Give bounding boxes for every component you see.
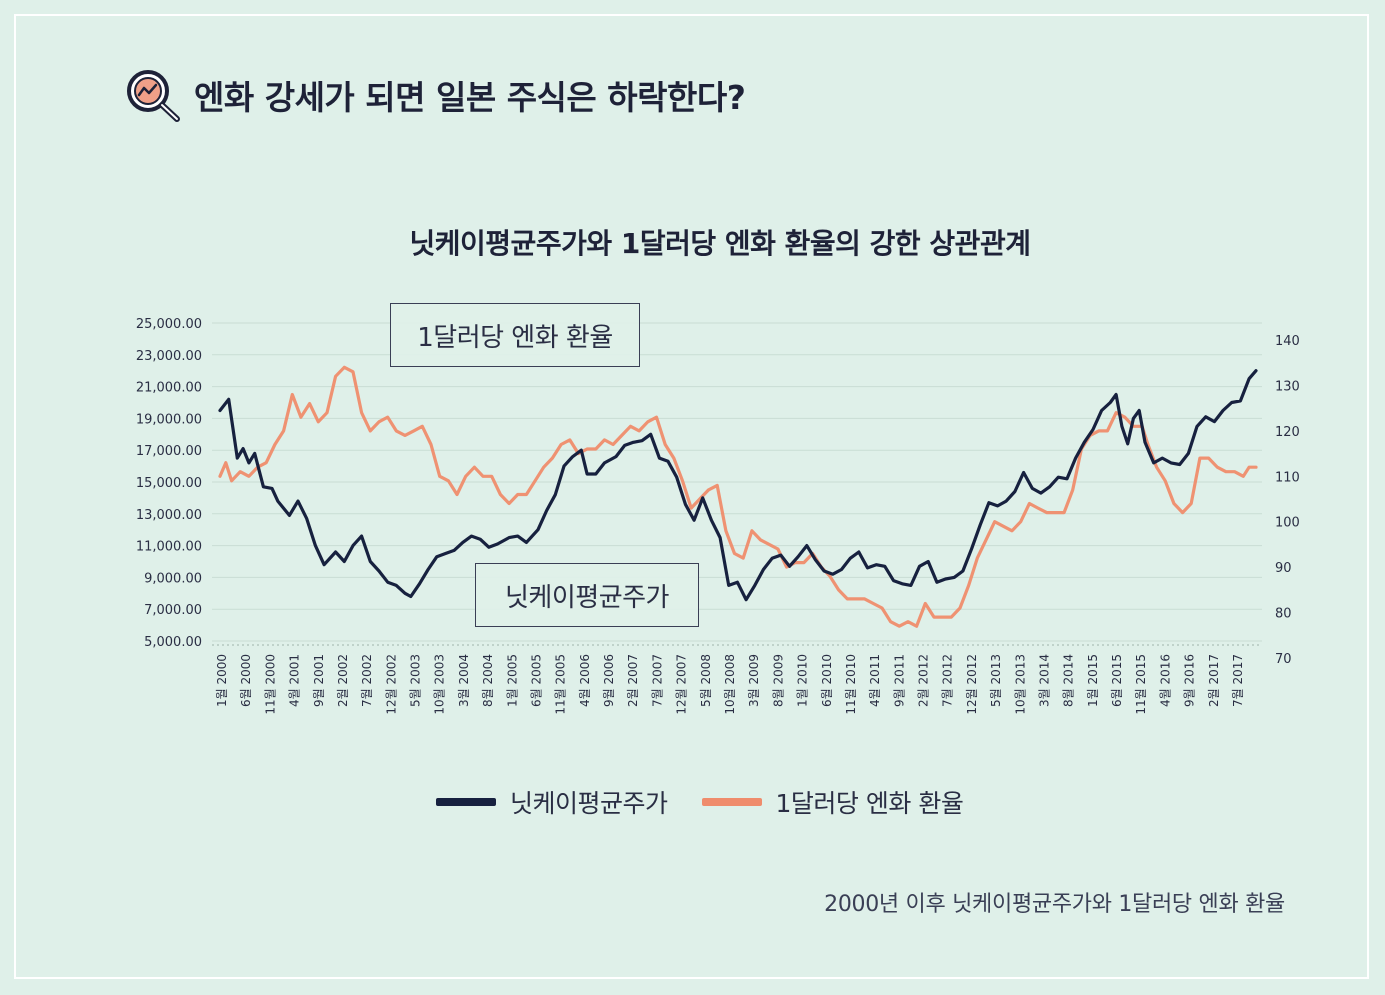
- y-right-tick-label: 90: [1275, 561, 1292, 576]
- x-tick-label: 1월 2015: [1086, 654, 1100, 707]
- x-tick-label: 9월 2016: [1183, 654, 1197, 707]
- x-tick-label: 10월 2008: [723, 654, 737, 715]
- y-left-tick-label: 17,000.00: [136, 444, 202, 459]
- legend-label-nikkei: 닛케이평균주가: [510, 789, 668, 818]
- y-left-tick-label: 7,000.00: [144, 603, 202, 618]
- x-tick-label: 7월 2007: [650, 654, 664, 707]
- x-tick-label: 1월 2010: [796, 654, 810, 707]
- nikkei-callout: 닛케이평균주가: [475, 563, 699, 627]
- y-left-tick-label: 19,000.00: [136, 412, 202, 427]
- x-tick-label: 2월 2002: [336, 654, 350, 707]
- x-tick-label: 12월 2012: [965, 654, 979, 715]
- y-left-tick-label: 23,000.00: [136, 349, 202, 364]
- x-tick-label: 4월 2016: [1158, 654, 1172, 707]
- y-right-tick-label: 70: [1275, 652, 1292, 667]
- page-frame: [14, 14, 1369, 979]
- y-right-tick-label: 120: [1275, 425, 1300, 440]
- page-heading: 엔화 강세가 되면 일본 주식은 하락한다?: [122, 66, 746, 124]
- x-tick-label: 4월 2011: [868, 654, 882, 707]
- x-tick-label: 6월 2005: [529, 654, 543, 707]
- y-right-tick-label: 100: [1275, 516, 1300, 531]
- x-tick-label: 2월 2007: [626, 654, 640, 707]
- series-line-yen: [218, 365, 1258, 628]
- x-tick-label: 11월 2010: [844, 654, 858, 715]
- x-tick-label: 2월 2017: [1207, 654, 1221, 707]
- x-tick-label: 7월 2012: [941, 654, 955, 707]
- y-right-tick-label: 130: [1275, 379, 1300, 394]
- y-left-tick-label: 11,000.00: [136, 540, 202, 555]
- y-right-tick-label: 140: [1275, 334, 1300, 349]
- x-tick-label: 4월 2001: [288, 654, 302, 707]
- x-tick-label: 9월 2006: [602, 654, 616, 707]
- x-tick-label: 1월 2000: [215, 654, 229, 707]
- x-tick-label: 2월 2012: [917, 654, 931, 707]
- magnifier-chart-icon: [127, 70, 180, 122]
- x-tick-label: 7월 2017: [1231, 654, 1245, 707]
- x-tick-label: 5월 2003: [409, 654, 423, 707]
- legend-swatch-yen: [701, 798, 762, 806]
- y-right-tick-label: 110: [1275, 470, 1300, 485]
- y-left-tick-label: 5,000.00: [144, 635, 202, 650]
- x-tick-label: 9월 2011: [892, 654, 906, 707]
- y-right-tick-label: 80: [1275, 607, 1292, 622]
- legend-swatch-nikkei: [436, 798, 496, 806]
- x-tick-label: 6월 2015: [1110, 654, 1124, 707]
- x-tick-label: 8월 2004: [481, 654, 495, 707]
- x-tick-label: 4월 2006: [578, 654, 592, 707]
- y-left-tick-label: 9,000.00: [144, 571, 202, 586]
- x-tick-label: 7월 2002: [360, 654, 374, 707]
- x-tick-label: 6월 2000: [239, 654, 253, 707]
- x-tick-label: 8월 2014: [1062, 654, 1076, 707]
- x-tick-label: 8월 2009: [771, 654, 785, 707]
- x-tick-label: 12월 2007: [675, 654, 689, 715]
- series-line-nikkei: [218, 369, 1258, 602]
- x-tick-label: 10월 2013: [1013, 654, 1027, 715]
- x-tick-label: 11월 2015: [1134, 654, 1148, 715]
- chart-title: 닛케이평균주가와 1달러당 엔화 환율의 강한 상관관계: [409, 227, 1031, 260]
- y-left-tick-label: 25,000.00: [136, 317, 202, 332]
- x-tick-label: 11월 2005: [554, 654, 568, 715]
- y-left-tick-label: 13,000.00: [136, 508, 202, 523]
- x-tick-label: 6월 2010: [820, 654, 834, 707]
- x-tick-label: 9월 2001: [312, 654, 326, 707]
- x-tick-label: 12월 2002: [384, 654, 398, 715]
- y-left-tick-label: 21,000.00: [136, 381, 202, 396]
- heading-text: 엔화 강세가 되면 일본 주식은 하락한다?: [194, 78, 746, 117]
- x-tick-label: 3월 2009: [747, 654, 761, 707]
- x-tick-label: 3월 2004: [457, 654, 471, 707]
- x-tick-label: 5월 2013: [989, 654, 1003, 707]
- x-tick-label: 1월 2005: [505, 654, 519, 707]
- legend-item-yen: 1달러당 엔화 환율: [701, 784, 964, 820]
- x-tick-label: 10월 2003: [433, 654, 447, 715]
- x-tick-label: 5월 2008: [699, 654, 713, 707]
- x-tick-label: 3월 2014: [1037, 654, 1051, 707]
- legend-item-nikkei: 닛케이평균주가: [436, 784, 668, 820]
- legend-label-yen: 1달러당 엔화 환율: [775, 789, 964, 818]
- yen-callout: 1달러당 엔화 환율: [390, 303, 640, 367]
- x-tick-label: 11월 2000: [263, 654, 277, 715]
- y-left-tick-label: 15,000.00: [136, 476, 202, 491]
- chart-legend: 닛케이평균주가 1달러당 엔화 환율: [436, 784, 997, 820]
- chart-caption: 2000년 이후 닛케이평균주가와 1달러당 엔화 환율: [824, 892, 1285, 917]
